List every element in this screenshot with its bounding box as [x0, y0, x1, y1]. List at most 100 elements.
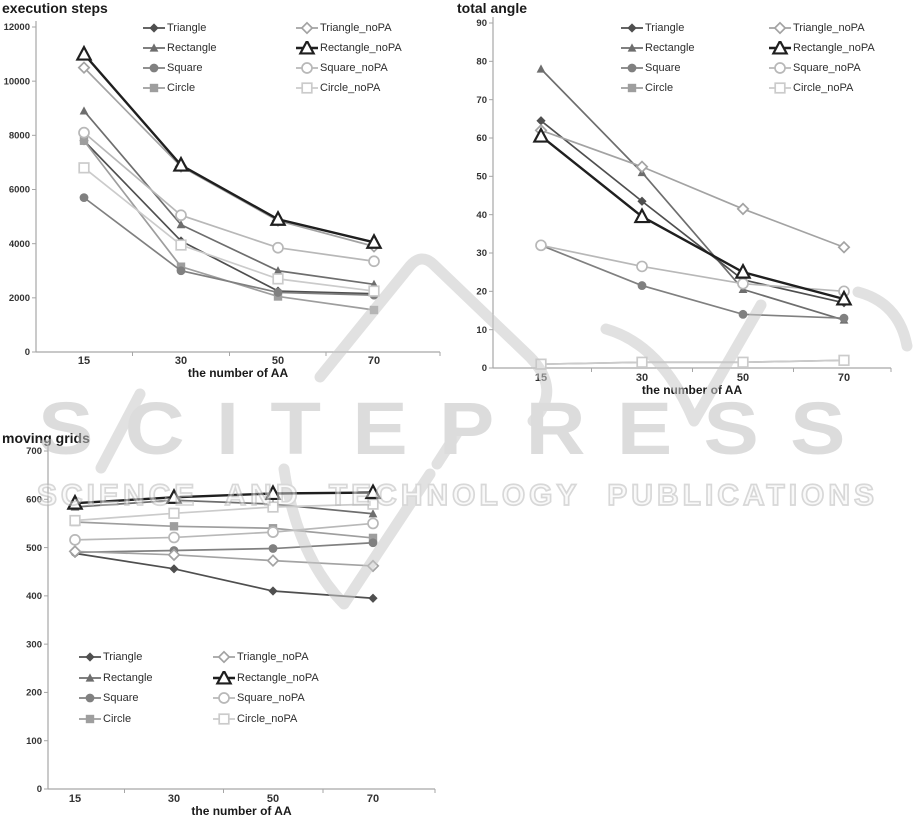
diamond-filled-marker	[268, 586, 278, 596]
x-tick-label: 70	[368, 355, 380, 367]
x-axis-title: the number of AA	[188, 366, 289, 380]
y-tick-label: 400	[26, 591, 42, 602]
diamond-open-marker	[366, 559, 380, 573]
triangle-filled-marker	[536, 64, 546, 73]
x-tick-label: 15	[69, 793, 81, 805]
legend-label: Square_noPA	[320, 62, 388, 74]
diamond-open-marker	[635, 160, 649, 174]
diamond-open-marker	[837, 240, 851, 254]
circle-open-marker	[368, 255, 380, 268]
square-open-marker	[838, 354, 850, 366]
legend-item-rectangle_nopa: Rectangle_noPA	[295, 41, 402, 55]
legend-item-triangle: Triangle	[78, 650, 142, 664]
legend-item-triangle: Triangle	[620, 21, 684, 35]
legend-label: Rectangle	[103, 672, 153, 684]
legend-marker	[213, 650, 235, 664]
total-angle-chart: total angle 0 10 20 30 40 50 60 70 80 90 15 30 50 70 t…	[455, 0, 915, 425]
legend-marker	[143, 23, 165, 33]
legend-label: Square	[645, 62, 681, 74]
y-tick-label: 2000	[9, 293, 30, 304]
x-tick-label: 70	[838, 372, 850, 384]
series-line-square	[83, 196, 375, 296]
legend-marker	[143, 83, 165, 93]
x-tick-label: 15	[535, 372, 547, 384]
y-tick-label: 500	[26, 543, 42, 554]
legend-marker	[213, 713, 235, 725]
legend-label: Triangle	[167, 22, 207, 34]
x-tick-label: 70	[367, 793, 379, 805]
legend-marker	[621, 63, 643, 73]
diamond-filled-marker	[637, 196, 647, 206]
circle-filled-marker	[627, 63, 637, 73]
series-line-rectangle	[540, 68, 845, 321]
legend-marker	[79, 714, 101, 724]
triangle-open-marker	[835, 289, 853, 306]
legend-item-square: Square	[142, 61, 202, 75]
square-open-marker	[636, 356, 648, 368]
y-tick-label: 10000	[4, 76, 30, 87]
legend-label: Rectangle	[167, 42, 217, 54]
triangle-filled-marker	[79, 106, 89, 115]
series-line-circle_nopa	[540, 359, 845, 366]
legend-label: Triangle_noPA	[320, 22, 392, 34]
y-tick-label: 100	[26, 736, 42, 747]
legend-label: Square	[167, 62, 203, 74]
legend-label: Square_noPA	[793, 62, 861, 74]
square-open-marker	[168, 507, 180, 519]
legend-label: Square_noPA	[237, 692, 305, 704]
legend-marker	[213, 671, 235, 685]
x-tick-label: 30	[175, 355, 187, 367]
y-tick-label: 12000	[4, 22, 30, 33]
diamond-filled-marker	[536, 116, 546, 126]
circle-open-marker	[78, 126, 90, 139]
circle-open-marker	[272, 241, 284, 254]
y-tick-label: 20	[476, 287, 487, 298]
legend-label: Circle	[167, 82, 196, 94]
circle-filled-marker	[85, 693, 95, 703]
legend-item-circle_nopa: Circle_noPA	[768, 81, 853, 95]
legend-label: Triangle_noPA	[237, 651, 309, 663]
triangle-open-marker	[172, 155, 190, 172]
series-line-square_nopa	[74, 522, 374, 541]
legend-marker	[79, 652, 101, 662]
circle-open-marker	[267, 526, 279, 538]
square-open-marker	[367, 498, 379, 510]
y-tick-label: 30	[476, 248, 487, 259]
legend-label: Circle_noPA	[793, 82, 854, 94]
y-tick-label: 0	[482, 363, 487, 374]
square-open-marker	[272, 273, 284, 285]
triangle-filled-marker	[149, 43, 159, 52]
y-tick-label: 10	[476, 325, 487, 336]
chart-title-moving-grids: moving grids	[2, 430, 90, 446]
x-tick-label: 50	[272, 355, 284, 367]
square-open-marker	[737, 356, 749, 368]
legend-marker	[296, 41, 318, 55]
legend-marker	[296, 21, 318, 35]
triangle-filled-marker	[273, 266, 283, 275]
series-line-rectangle_nopa	[540, 135, 845, 301]
legend-item-triangle_nopa: Triangle_noPA	[212, 650, 309, 664]
legend-item-square_nopa: Square_noPA	[295, 61, 388, 75]
circle-filled-marker	[738, 309, 748, 319]
y-tick-label: 300	[26, 639, 42, 650]
triangle-open-marker	[771, 41, 789, 55]
triangle-open-marker	[269, 209, 287, 226]
circle-open-marker	[69, 533, 81, 546]
square-open-marker	[69, 514, 81, 527]
circle-open-marker	[301, 62, 313, 74]
y-tick-label: 60	[476, 133, 487, 144]
legend-item-rectangle_nopa: Rectangle_noPA	[768, 41, 875, 55]
y-tick-label: 200	[26, 688, 42, 699]
square-filled-marker	[627, 83, 637, 93]
square-open-marker	[78, 162, 90, 174]
legend-marker	[79, 673, 101, 682]
moving-grids-chart: moving grids 0 100 200 300 400 500 600 700 15 30 5…	[0, 430, 455, 820]
series-line-triangle_nopa	[74, 550, 374, 567]
legend-marker	[296, 62, 318, 74]
series-line-triangle	[74, 552, 374, 600]
chart-title-execution-steps: execution steps	[2, 0, 108, 16]
y-tick-label: 700	[26, 446, 42, 457]
legend-item-triangle_nopa: Triangle_noPA	[768, 21, 865, 35]
y-tick-label: 8000	[9, 131, 30, 142]
